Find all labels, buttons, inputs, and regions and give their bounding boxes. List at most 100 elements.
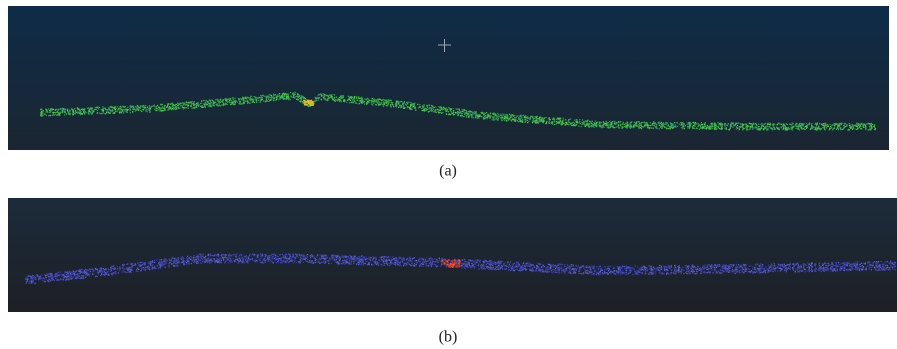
point xyxy=(358,103,359,104)
point xyxy=(523,267,524,268)
point xyxy=(681,123,682,124)
point xyxy=(529,118,530,119)
point xyxy=(554,124,555,125)
point xyxy=(186,107,187,108)
point xyxy=(297,95,298,96)
point xyxy=(466,116,467,117)
point xyxy=(534,121,535,122)
point xyxy=(46,109,47,110)
point xyxy=(208,105,209,106)
point xyxy=(96,107,97,108)
point xyxy=(623,122,624,123)
point xyxy=(276,96,277,97)
point xyxy=(421,108,422,109)
point xyxy=(483,114,484,115)
point xyxy=(852,124,853,125)
point xyxy=(229,100,230,101)
point xyxy=(103,268,104,269)
point xyxy=(668,128,669,129)
point xyxy=(141,111,142,112)
point xyxy=(359,262,360,263)
point xyxy=(413,103,414,104)
point xyxy=(751,123,752,124)
point xyxy=(851,127,852,128)
point xyxy=(783,128,784,129)
point xyxy=(385,100,386,101)
point xyxy=(823,123,824,124)
point xyxy=(267,96,268,97)
point xyxy=(294,261,295,262)
point xyxy=(403,106,404,107)
point xyxy=(391,106,392,107)
point xyxy=(501,267,502,268)
point xyxy=(386,100,387,101)
point xyxy=(614,127,615,128)
point xyxy=(789,264,790,265)
point xyxy=(543,121,544,122)
point xyxy=(102,106,103,107)
point xyxy=(423,109,424,110)
point xyxy=(347,259,348,260)
point xyxy=(453,114,454,115)
point xyxy=(724,124,725,125)
point xyxy=(452,113,453,114)
point xyxy=(639,121,640,122)
point xyxy=(64,112,65,113)
point xyxy=(627,268,628,269)
point xyxy=(690,271,691,272)
point xyxy=(149,105,150,106)
point xyxy=(56,112,57,113)
point xyxy=(664,127,665,128)
point xyxy=(550,119,551,120)
point xyxy=(309,260,310,261)
point xyxy=(193,257,194,258)
point xyxy=(689,128,690,129)
point xyxy=(353,261,354,262)
point xyxy=(231,100,232,101)
point xyxy=(762,125,763,126)
point xyxy=(222,100,223,101)
point xyxy=(875,128,876,129)
point xyxy=(776,127,777,128)
point xyxy=(522,122,523,123)
point xyxy=(462,109,463,110)
point xyxy=(281,260,282,261)
point xyxy=(556,123,557,124)
point xyxy=(806,123,807,124)
point xyxy=(434,107,435,108)
point xyxy=(67,110,68,111)
point xyxy=(671,127,672,128)
point xyxy=(439,112,440,113)
point xyxy=(204,103,205,104)
point xyxy=(500,117,501,118)
point xyxy=(209,99,210,100)
point xyxy=(698,123,699,124)
point xyxy=(369,257,370,258)
point xyxy=(841,263,842,264)
point xyxy=(210,106,211,107)
point xyxy=(187,256,188,257)
point xyxy=(463,116,464,117)
point xyxy=(661,122,662,123)
point xyxy=(127,263,128,264)
point xyxy=(666,268,667,269)
point xyxy=(196,105,197,106)
point xyxy=(799,123,800,124)
point xyxy=(285,261,286,262)
point xyxy=(204,262,205,263)
point xyxy=(226,104,227,105)
point xyxy=(65,280,66,281)
point xyxy=(188,102,189,103)
point xyxy=(768,265,769,266)
point xyxy=(825,265,826,266)
point xyxy=(402,262,403,263)
point xyxy=(256,97,257,98)
point xyxy=(232,258,233,259)
point xyxy=(238,98,239,99)
point xyxy=(268,101,269,102)
point xyxy=(377,261,378,262)
point xyxy=(291,96,292,97)
point xyxy=(40,276,41,277)
point xyxy=(405,104,406,105)
point xyxy=(295,259,296,260)
